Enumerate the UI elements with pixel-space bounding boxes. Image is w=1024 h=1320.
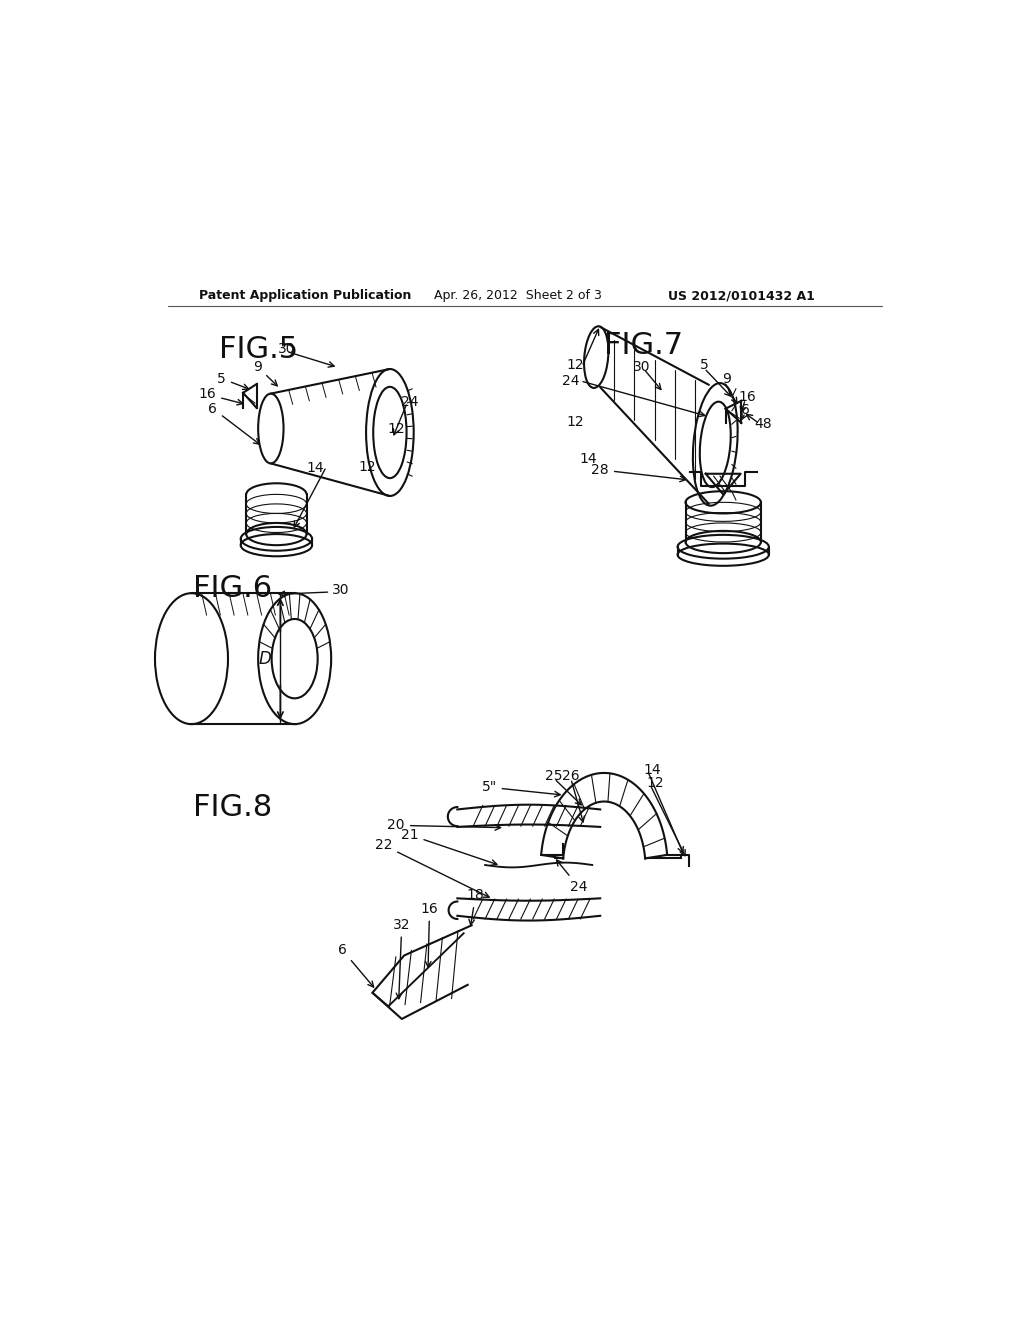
Text: 24: 24 — [557, 861, 588, 894]
Text: 6: 6 — [209, 401, 259, 444]
Text: 16: 16 — [738, 389, 756, 404]
Text: FIG.7: FIG.7 — [604, 331, 683, 359]
Text: 5": 5" — [481, 780, 560, 797]
Text: 12: 12 — [647, 776, 665, 791]
Text: 9: 9 — [253, 359, 278, 385]
Text: 20: 20 — [387, 818, 501, 833]
Text: 12: 12 — [566, 416, 584, 429]
Text: 24: 24 — [401, 395, 419, 409]
Text: 48: 48 — [754, 417, 772, 430]
Text: 21: 21 — [401, 828, 497, 865]
Text: 9: 9 — [722, 372, 731, 387]
Text: 30: 30 — [633, 359, 650, 374]
Text: D: D — [258, 649, 271, 668]
Text: 30: 30 — [278, 342, 296, 356]
Text: 32: 32 — [393, 917, 411, 999]
Text: 5: 5 — [699, 358, 709, 372]
Text: 26: 26 — [562, 770, 580, 783]
Text: 12: 12 — [358, 459, 377, 474]
Text: 14: 14 — [580, 451, 597, 466]
Text: Patent Application Publication: Patent Application Publication — [200, 289, 412, 302]
Text: 5: 5 — [217, 371, 249, 389]
Text: 16: 16 — [199, 387, 243, 405]
Text: 16: 16 — [421, 902, 438, 968]
Text: 30: 30 — [332, 582, 349, 597]
Text: 6: 6 — [338, 942, 374, 987]
Text: FIG.6: FIG.6 — [194, 574, 272, 603]
Text: 25: 25 — [546, 770, 563, 783]
Text: 12: 12 — [387, 421, 406, 436]
Text: FIG.8: FIG.8 — [194, 793, 272, 822]
Text: 18: 18 — [467, 888, 484, 925]
Text: 6: 6 — [741, 404, 750, 417]
Text: 24: 24 — [562, 374, 580, 388]
Text: 12: 12 — [566, 358, 584, 372]
Text: 14: 14 — [643, 763, 660, 776]
Text: FIG.5: FIG.5 — [219, 335, 298, 363]
Text: 28: 28 — [592, 463, 685, 482]
Text: US 2012/0101432 A1: US 2012/0101432 A1 — [668, 289, 814, 302]
Text: 22: 22 — [375, 838, 489, 898]
Text: 14: 14 — [306, 461, 325, 475]
Text: Apr. 26, 2012  Sheet 2 of 3: Apr. 26, 2012 Sheet 2 of 3 — [433, 289, 601, 302]
